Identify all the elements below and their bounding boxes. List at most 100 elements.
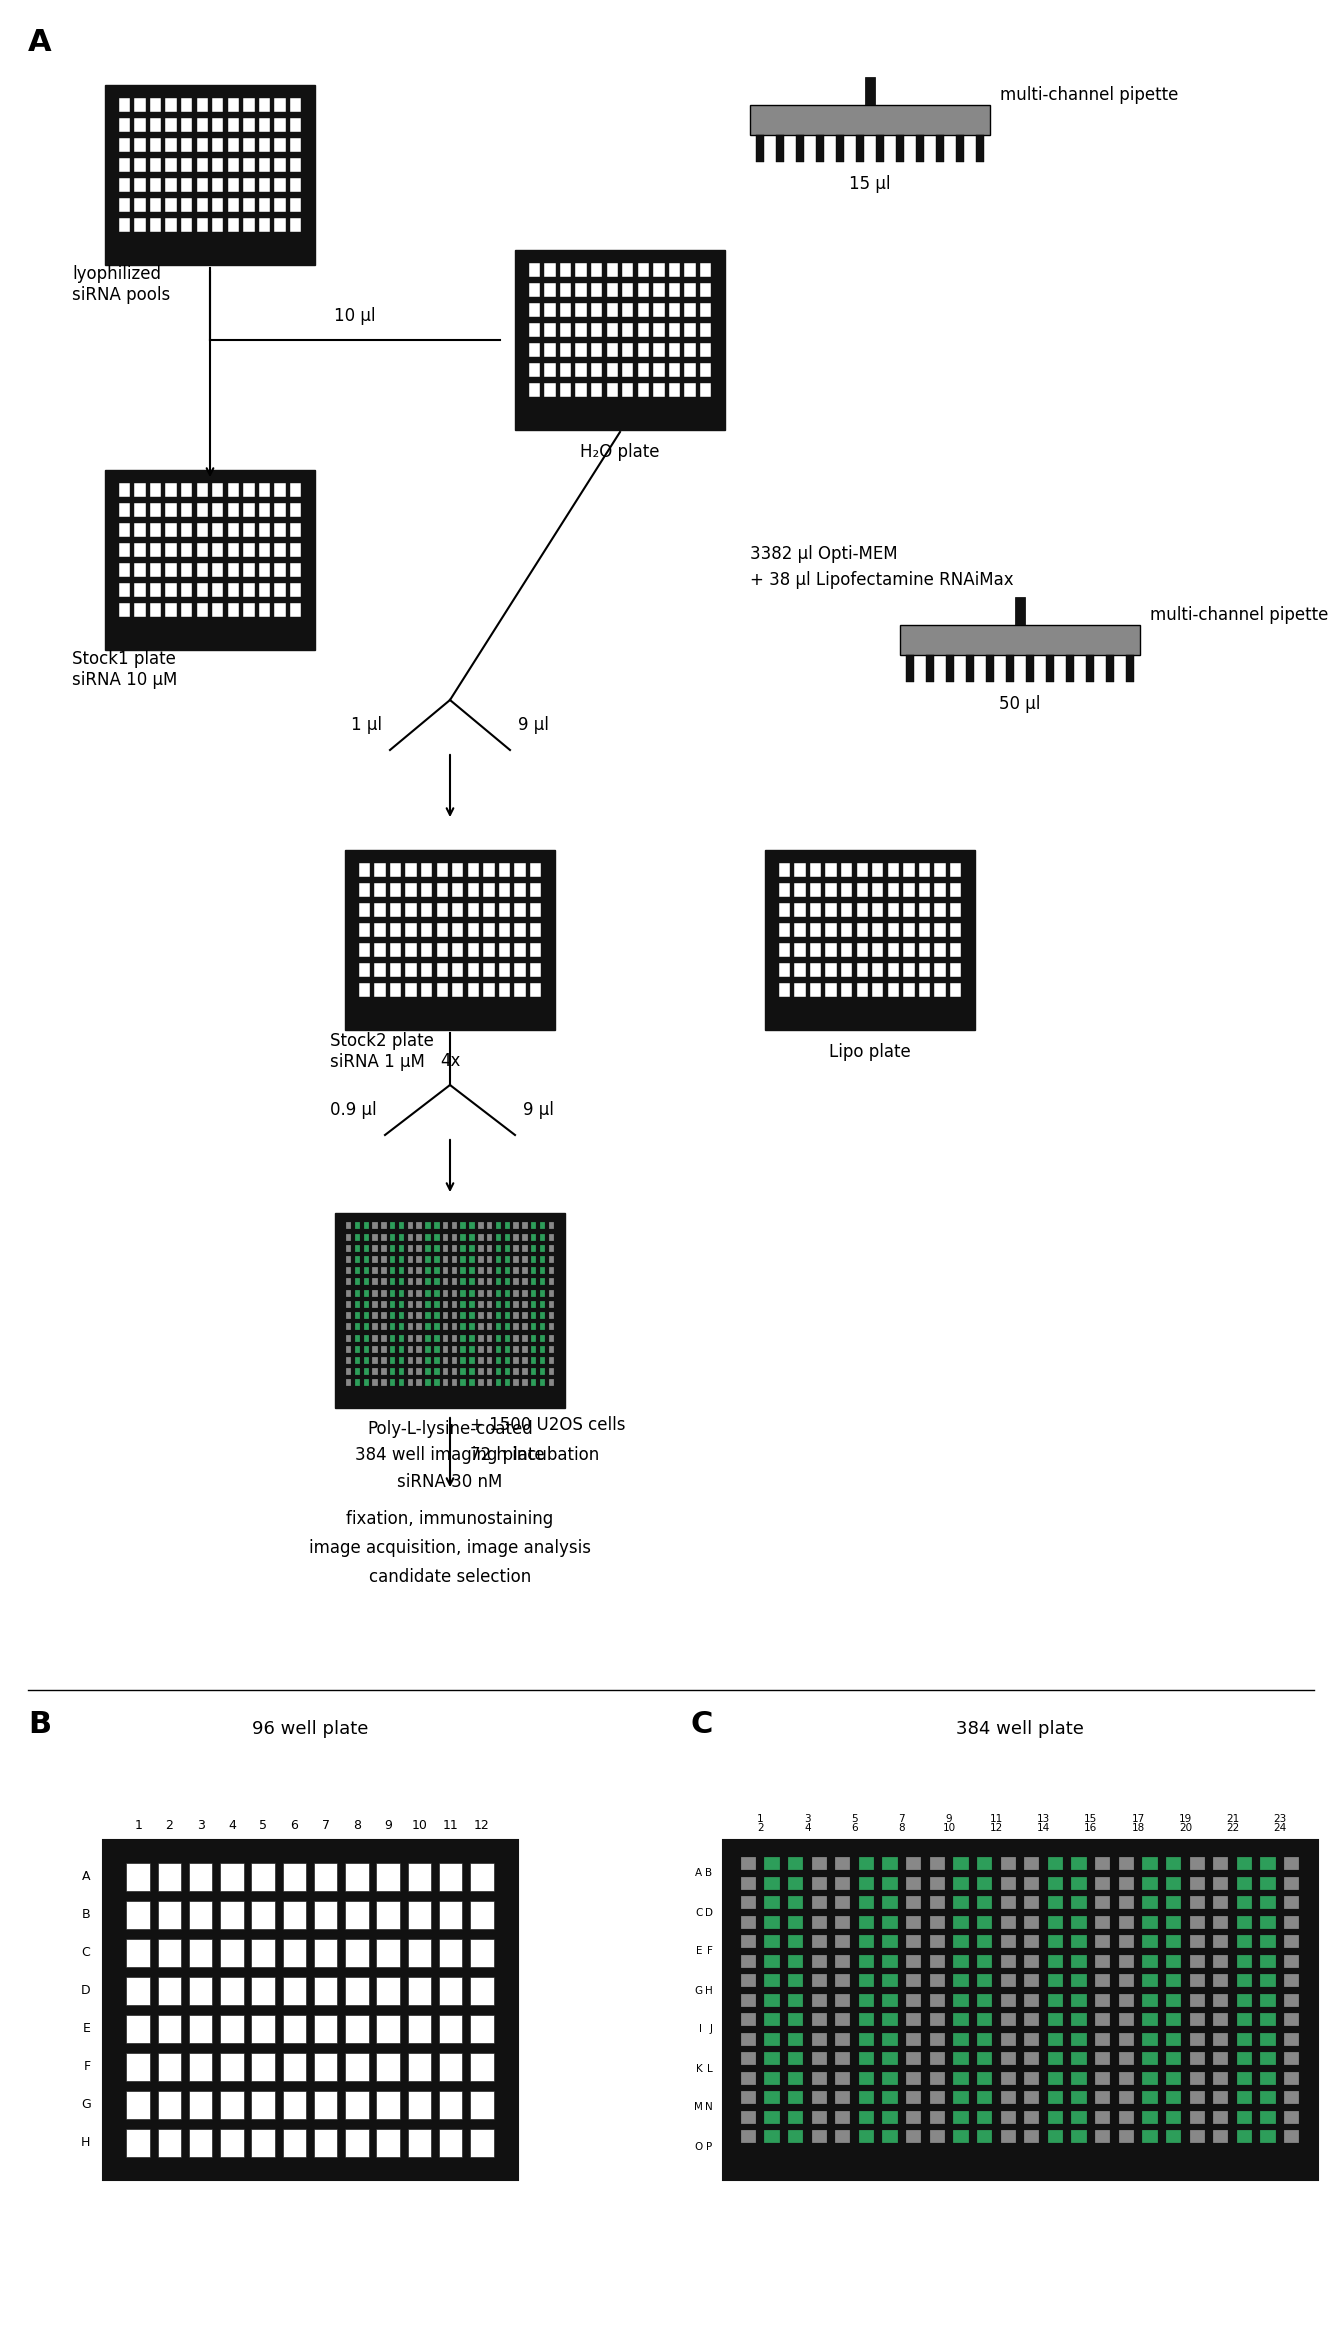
Bar — [812, 2052, 827, 2064]
Bar — [372, 1235, 378, 1239]
Text: multi-channel pipette: multi-channel pipette — [1150, 607, 1329, 623]
Bar — [1045, 656, 1053, 682]
Bar — [274, 562, 286, 576]
Bar — [1001, 2111, 1016, 2123]
Bar — [425, 1279, 431, 1286]
Bar — [381, 1324, 386, 1331]
Bar — [668, 262, 680, 276]
Bar — [470, 1324, 475, 1331]
Bar — [354, 1256, 360, 1263]
Bar — [228, 522, 239, 537]
Bar — [460, 1368, 466, 1375]
Bar — [346, 1289, 352, 1296]
Bar — [1213, 1954, 1228, 1968]
Bar — [1119, 2151, 1134, 2163]
Bar — [1189, 2111, 1205, 2123]
Bar — [189, 1900, 212, 1928]
Bar — [439, 1863, 463, 1891]
Text: 0.9 μl: 0.9 μl — [330, 1101, 377, 1120]
Bar — [405, 862, 417, 876]
Bar — [522, 1289, 527, 1296]
Bar — [1048, 2034, 1063, 2045]
Bar — [668, 284, 680, 298]
Bar — [764, 2034, 780, 2045]
Bar — [576, 262, 586, 276]
Bar — [1237, 2071, 1252, 2085]
Bar — [1142, 2151, 1158, 2163]
Bar — [701, 382, 711, 398]
Bar — [530, 1003, 541, 1017]
Bar — [953, 2034, 969, 2045]
Bar — [1237, 1895, 1252, 1910]
Bar — [165, 197, 177, 213]
Bar — [470, 1863, 494, 1891]
Bar — [196, 98, 208, 112]
Bar — [788, 1858, 804, 1870]
Bar — [1071, 2052, 1087, 2064]
Bar — [1189, 1994, 1205, 2006]
Bar — [545, 363, 556, 377]
Bar — [812, 2071, 827, 2085]
Bar — [514, 1244, 519, 1251]
Bar — [903, 982, 915, 998]
Bar — [283, 2052, 306, 2081]
Bar — [835, 1954, 851, 1968]
Bar — [499, 942, 510, 958]
Bar — [530, 923, 541, 937]
Bar — [1001, 2052, 1016, 2064]
Bar — [425, 1380, 431, 1387]
Bar — [181, 178, 192, 192]
Bar — [212, 98, 224, 112]
Bar — [251, 2015, 275, 2043]
Bar — [1213, 1994, 1228, 2006]
Bar — [259, 218, 270, 232]
Bar — [399, 1380, 404, 1387]
Text: Stock2 plate
siRNA 1 μM: Stock2 plate siRNA 1 μM — [330, 1031, 433, 1071]
Bar — [764, 2013, 780, 2027]
Bar — [522, 1368, 527, 1375]
Bar — [514, 1392, 519, 1396]
Bar — [102, 1839, 518, 2179]
Bar — [290, 544, 302, 558]
Bar — [346, 1345, 352, 1352]
Text: E: E — [696, 1947, 702, 1956]
Bar — [358, 862, 370, 876]
Bar — [1260, 2151, 1276, 2163]
Bar — [358, 902, 370, 916]
Bar — [668, 382, 680, 398]
Bar — [290, 562, 302, 576]
Bar — [399, 1223, 404, 1230]
Bar — [460, 1279, 466, 1286]
Bar — [903, 862, 915, 876]
Bar — [953, 2151, 969, 2163]
Text: 9: 9 — [946, 1813, 953, 1823]
Bar — [354, 1345, 360, 1352]
Bar — [1213, 2111, 1228, 2123]
Bar — [433, 1300, 440, 1307]
Bar — [956, 136, 964, 162]
Bar — [499, 923, 510, 937]
Bar — [134, 157, 145, 173]
Bar — [460, 1268, 466, 1275]
Bar — [181, 157, 192, 173]
Bar — [1066, 656, 1074, 682]
Text: C: C — [690, 1710, 713, 1739]
Bar — [684, 323, 695, 337]
Bar — [1142, 2052, 1158, 2064]
Bar — [416, 1380, 421, 1387]
Bar — [549, 1300, 554, 1307]
Bar — [741, 2092, 756, 2104]
Bar — [391, 1268, 396, 1275]
Bar — [883, 2034, 898, 2045]
Bar — [778, 883, 790, 897]
Bar — [1260, 2111, 1276, 2123]
Bar — [452, 1289, 458, 1296]
Bar — [539, 1244, 545, 1251]
Bar — [1015, 597, 1025, 626]
Bar — [530, 942, 541, 958]
Bar — [530, 963, 541, 977]
Bar — [157, 2015, 181, 2043]
Bar — [1071, 1935, 1087, 1947]
Bar — [290, 138, 302, 152]
Bar — [425, 1235, 431, 1239]
